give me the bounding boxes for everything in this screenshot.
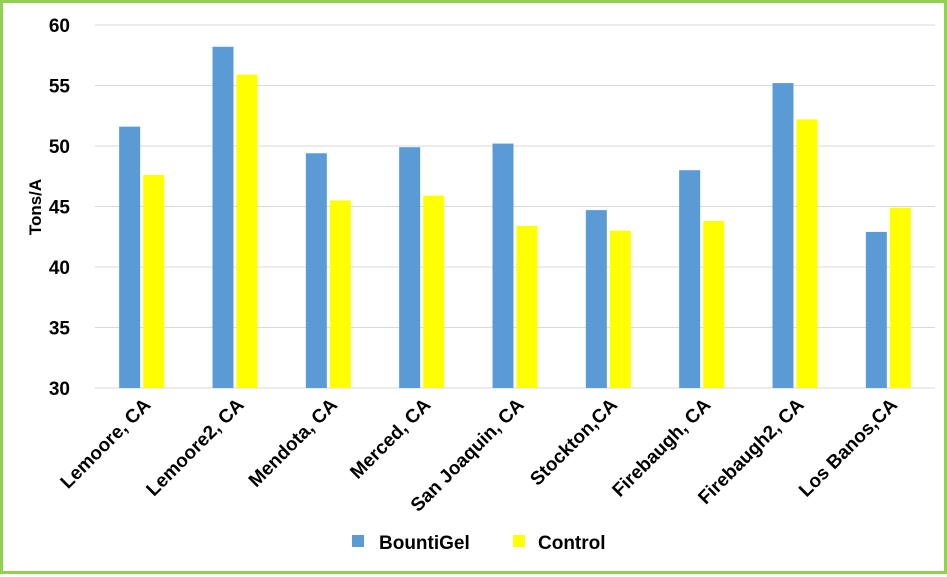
bar-bountigel-4 bbox=[492, 143, 514, 388]
bar-bountigel-0 bbox=[119, 126, 141, 388]
y-tick-label: 45 bbox=[49, 198, 71, 219]
y-tick-labels: 30 35 40 45 50 55 60 bbox=[49, 16, 71, 400]
y-axis-title: Tons/A bbox=[26, 179, 45, 235]
bar-bountigel-7 bbox=[772, 83, 794, 388]
bar-bountigel-3 bbox=[399, 147, 421, 388]
legend: BountiGel Control bbox=[352, 533, 606, 554]
x-category-label: Firebaugh, CA bbox=[609, 394, 716, 501]
x-category-label: Merced, CA bbox=[346, 394, 435, 483]
bar-control-2 bbox=[329, 200, 351, 388]
bar-control-1 bbox=[236, 74, 258, 389]
x-category-label: Lemoore, CA bbox=[57, 394, 156, 493]
bar-control-4 bbox=[516, 225, 538, 388]
bar-bountigel-8 bbox=[865, 231, 887, 388]
bar-control-5 bbox=[609, 230, 631, 388]
bars bbox=[119, 46, 911, 389]
x-category-label: Stockton,CA bbox=[526, 394, 622, 490]
bar-bountigel-1 bbox=[212, 46, 234, 388]
bar-control-6 bbox=[703, 221, 725, 388]
x-category-label: Mendota, CA bbox=[245, 394, 342, 491]
y-tick-label: 35 bbox=[49, 319, 71, 340]
bar-bountigel-6 bbox=[679, 170, 701, 388]
bar-control-3 bbox=[423, 195, 445, 388]
legend-swatch-control bbox=[513, 535, 525, 547]
y-tick-label: 40 bbox=[49, 258, 70, 279]
bar-bountigel-5 bbox=[585, 210, 607, 388]
y-tick-label: 50 bbox=[49, 137, 70, 158]
gridlines bbox=[95, 24, 935, 389]
x-category-label: Lemoore2, CA bbox=[143, 394, 249, 500]
bar-control-7 bbox=[796, 119, 818, 388]
bar-control-0 bbox=[143, 175, 165, 388]
bar-bountigel-2 bbox=[305, 153, 327, 388]
legend-label-bountigel: BountiGel bbox=[379, 533, 470, 554]
y-tick-label: 30 bbox=[49, 379, 70, 400]
y-tick-label: 55 bbox=[49, 77, 71, 98]
y-tick-label: 60 bbox=[49, 16, 70, 37]
legend-swatch-bountigel bbox=[352, 535, 364, 547]
bar-control-8 bbox=[889, 207, 911, 388]
x-category-label: Los Banos,CA bbox=[795, 394, 902, 501]
legend-label-control: Control bbox=[538, 533, 606, 554]
